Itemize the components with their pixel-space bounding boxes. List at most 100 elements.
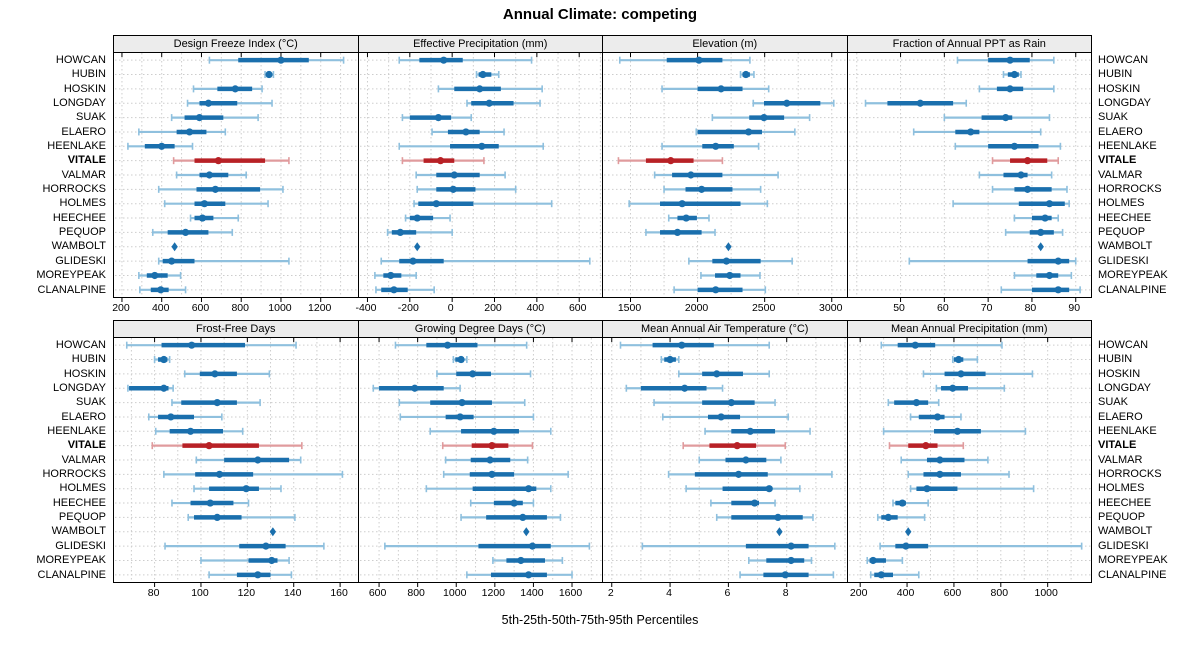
site-label: HUBIN: [1098, 353, 1133, 366]
site-label: HORROCKS: [1098, 468, 1162, 481]
panel-plot-area: [359, 53, 601, 302]
panel-strip-title: Growing Degree Days (°C): [358, 321, 602, 338]
panel-mean-annual-air-temperature: Mean Annual Air Temperature (°C): [602, 320, 848, 587]
x-axis-labels: 200 400 600 800 1000: [847, 584, 1093, 599]
site-label: VITALE: [1098, 439, 1137, 452]
site-label: CLANALPINE: [1098, 568, 1167, 581]
panel-growing-degree-days: Growing Degree Days (°C): [357, 320, 603, 587]
axis-tick-label: 80: [1024, 302, 1037, 314]
site-labels-right-bottom: HOWCAN HUBIN HOSKIN LONGDAY SUAK ELAERO HEENLA…: [1094, 338, 1200, 582]
panel-strip-title: Elevation (m): [603, 36, 847, 53]
axis-tick-label: 120: [237, 587, 256, 599]
x-axis-labels: 200 400 600 800 1000 1200: [112, 299, 359, 314]
axis-tick-label: 80: [147, 587, 160, 599]
site-label: WAMBOLT: [51, 240, 106, 253]
site-label: HEENLAKE: [1098, 425, 1157, 438]
site-label: ELAERO: [61, 410, 106, 423]
site-label: HOLMES: [1098, 197, 1145, 210]
site-label: MOREYPEAK: [36, 269, 106, 282]
panel-strip-title: Effective Precipitation (mm): [358, 36, 602, 53]
site-label: WAMBOLT: [51, 525, 106, 538]
site-label: HOWCAN: [55, 339, 106, 351]
site-label: WAMBOLT: [1098, 525, 1153, 538]
axis-tick-label: 400: [526, 302, 545, 314]
site-label: SUAK: [76, 396, 106, 409]
panel-strip-title: Mean Annual Air Temperature (°C): [603, 321, 847, 338]
site-label: VALMAR: [1098, 453, 1143, 466]
site-label: ELAERO: [61, 125, 106, 138]
site-label: GLIDESKI: [55, 539, 106, 552]
site-label: CLANALPINE: [1098, 283, 1167, 296]
axis-tick-label: 200: [849, 587, 868, 599]
axis-tick-label: 2000: [684, 302, 709, 314]
axis-tick-label: 800: [407, 587, 425, 599]
site-label: SUAK: [76, 111, 106, 124]
axis-tick-label: 200: [112, 302, 130, 314]
site-label: GLIDESKI: [1098, 539, 1149, 552]
site-label: HORROCKS: [1098, 183, 1162, 196]
site-label: WAMBOLT: [1098, 240, 1153, 253]
site-label: VITALE: [67, 439, 106, 452]
axis-tick-label: 800: [990, 587, 1009, 599]
panel-plot-area: [604, 338, 846, 587]
axis-tick-label: 800: [231, 302, 249, 314]
site-label: MOREYPEAK: [1098, 554, 1168, 567]
site-label: HEECHEE: [52, 211, 106, 224]
panel-design-freeze-index: Design Freeze Index (°C): [113, 35, 359, 302]
x-axis-labels: 50 60 70 80 90: [847, 299, 1093, 314]
panel-effective-precipitation: Effective Precipitation (mm): [357, 35, 603, 302]
panel-plot-area: [604, 53, 846, 302]
axis-tick-label: 1000: [1034, 587, 1058, 599]
axis-tick-label: 1600: [558, 587, 583, 599]
site-label: PEQUOP: [1098, 511, 1146, 524]
site-label: HEENLAKE: [47, 140, 106, 153]
axis-tick-label: 600: [943, 587, 962, 599]
site-label: PEQUOP: [58, 226, 106, 239]
axis-tick-label: 600: [368, 587, 387, 599]
axis-tick-label: 90: [1068, 302, 1081, 314]
site-label: HEENLAKE: [1098, 140, 1157, 153]
panel-strip-title: Frost-Free Days: [114, 321, 358, 338]
site-label: LONGDAY: [53, 382, 106, 395]
axis-tick-label: 6: [724, 587, 731, 599]
site-label: ELAERO: [1098, 410, 1143, 423]
site-labels-left-top: HOWCAN HUBIN HOSKIN LONGDAY SUAK ELAERO HEENLA…: [2, 53, 110, 297]
panel-strip-title: Design Freeze Index (°C): [114, 36, 358, 53]
figure-title: Annual Climate: competing: [502, 6, 698, 23]
site-label: CLANALPINE: [37, 283, 106, 296]
axis-tick-label: 1000: [268, 302, 292, 314]
site-label: PEQUOP: [58, 511, 106, 524]
panel-plot-area: [115, 53, 357, 302]
axis-tick-label: 600: [568, 302, 587, 314]
axis-tick-label: 8: [782, 587, 789, 599]
site-label: HOSKIN: [63, 82, 106, 95]
site-label: HOWCAN: [55, 54, 106, 66]
site-label: HOLMES: [1098, 482, 1145, 495]
site-label: VITALE: [1098, 154, 1137, 167]
site-label: LONGDAY: [1098, 97, 1151, 110]
site-label: HOSKIN: [1098, 367, 1141, 380]
site-label: HOWCAN: [1098, 339, 1149, 351]
site-label: HORROCKS: [42, 468, 106, 481]
x-axis-labels: 600 800 1000 1200 1400 1600: [358, 584, 604, 599]
percentiles-caption: 5th-25th-50th-75th-95th Percentiles: [501, 613, 699, 627]
axis-tick-label: 140: [283, 587, 302, 599]
site-label: HOLMES: [59, 197, 106, 210]
site-label: CLANALPINE: [37, 568, 106, 581]
axis-tick-label: 100: [191, 587, 209, 599]
panel-mean-annual-precipitation: Mean Annual Precipitation (mm): [846, 320, 1092, 587]
site-label: HUBIN: [71, 353, 106, 366]
site-label: SUAK: [1098, 396, 1128, 409]
panel-plot-area: [115, 338, 357, 587]
site-label: HOLMES: [59, 482, 106, 495]
axis-tick-label: 1000: [443, 587, 467, 599]
axis-tick-label: 200: [484, 302, 502, 314]
axis-tick-label: 1400: [520, 587, 544, 599]
axis-tick-label: 600: [191, 302, 210, 314]
axis-tick-label: 2500: [751, 302, 776, 314]
site-label: ELAERO: [1098, 125, 1143, 138]
site-label: VALMAR: [61, 453, 106, 466]
site-label: LONGDAY: [53, 97, 106, 110]
site-label: HEECHEE: [1098, 496, 1152, 509]
site-label: GLIDESKI: [1098, 254, 1149, 267]
